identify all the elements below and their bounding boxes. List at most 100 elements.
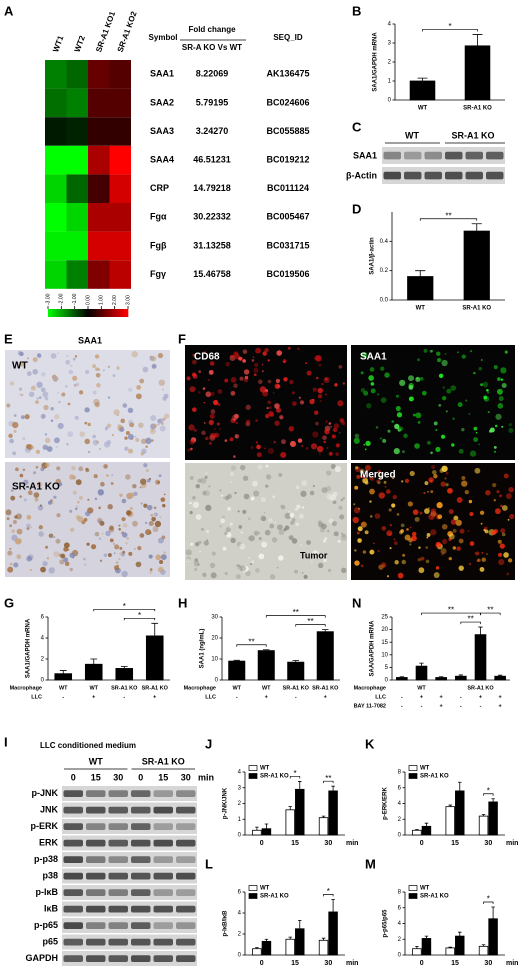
colorbar-step	[88, 309, 91, 317]
blot-band	[63, 856, 83, 863]
micrograph-texture	[151, 363, 157, 369]
bar	[316, 631, 334, 681]
micrograph-texture	[369, 488, 375, 495]
x-tick-label: -	[401, 694, 403, 700]
blot-background	[62, 852, 197, 867]
blot-band	[86, 823, 106, 830]
micrograph-texture	[72, 490, 77, 495]
colorbar-step	[80, 309, 83, 317]
micrograph-texture	[59, 559, 65, 565]
micrograph-texture	[192, 496, 196, 500]
micrograph-texture	[420, 556, 425, 561]
micrograph-texture	[144, 521, 148, 525]
y-tick-label: 0	[41, 678, 45, 684]
micrograph-texture	[430, 529, 437, 536]
micrograph-texture	[57, 352, 59, 355]
micrograph	[185, 463, 347, 580]
bar	[435, 677, 447, 681]
micrograph-texture	[63, 546, 69, 552]
micrograph-texture	[22, 437, 26, 441]
micrograph-texture	[481, 557, 486, 562]
micrograph-texture	[230, 354, 234, 359]
micrograph-texture	[86, 542, 90, 546]
bar	[54, 673, 73, 681]
colorbar-step	[52, 309, 55, 317]
micrograph-texture	[26, 523, 31, 529]
micrograph-texture	[159, 425, 166, 432]
micrograph-texture	[450, 385, 457, 391]
micrograph-texture	[69, 474, 75, 480]
micrograph-texture	[230, 465, 236, 471]
micrograph-texture	[423, 491, 426, 495]
micrograph-texture	[461, 354, 466, 359]
error-bar	[491, 906, 495, 919]
blot-band	[176, 839, 196, 847]
x-tick-label: 30	[324, 960, 332, 967]
micrograph-texture	[468, 562, 472, 566]
micrograph-texture	[106, 423, 112, 428]
micrograph-texture	[467, 529, 470, 533]
y-tick-label: 0	[215, 678, 219, 684]
micrograph-texture	[248, 557, 251, 559]
blot-band	[108, 955, 128, 962]
micrograph-texture	[415, 376, 421, 382]
micrograph-texture	[25, 444, 31, 450]
x-tick-label: SR-A1 KO	[462, 306, 491, 312]
gene-symbol: SAA2	[150, 97, 174, 107]
protein-label: p-ERK	[31, 821, 59, 831]
micrograph-texture	[153, 512, 159, 517]
heatmap-cell	[45, 203, 67, 232]
micrograph-texture	[129, 422, 135, 428]
micrograph-texture	[492, 530, 497, 535]
micrograph-texture	[92, 390, 97, 395]
micrograph-texture	[353, 503, 356, 506]
micrograph-texture	[324, 537, 327, 540]
colorbar-step	[106, 309, 109, 317]
blot-band	[131, 872, 151, 880]
micrograph-texture	[79, 495, 83, 500]
micrograph-texture	[456, 546, 461, 551]
micrograph-texture	[185, 549, 192, 556]
micrograph-texture	[210, 409, 216, 414]
micrograph-texture	[33, 471, 37, 475]
micrograph-texture	[139, 533, 145, 538]
micrograph-texture	[202, 572, 207, 577]
micrograph-texture	[489, 427, 495, 433]
micrograph-texture	[118, 524, 121, 527]
micrograph-texture	[224, 531, 228, 536]
colorbar-tick-label: -2.00	[59, 293, 65, 305]
x-tick-label: -	[295, 694, 297, 700]
x-tick-label: SR-A1 KO	[111, 685, 138, 691]
y-tick-label: 0	[388, 98, 392, 104]
micrograph-texture	[333, 531, 339, 537]
micrograph-texture	[87, 498, 90, 501]
heatmap-cell	[109, 88, 131, 118]
x-tick-label: +	[440, 703, 443, 709]
micrograph-texture	[382, 438, 387, 443]
micrograph-texture	[408, 385, 414, 390]
colorbar-step	[60, 309, 63, 317]
x-tick-label: -	[480, 703, 482, 709]
micrograph-texture	[67, 431, 74, 437]
bar	[407, 276, 434, 301]
panel-label: K	[365, 736, 375, 751]
micrograph-texture	[418, 546, 421, 549]
micrograph-texture	[149, 428, 156, 435]
micrograph-texture	[315, 421, 319, 426]
micrograph-texture	[149, 570, 153, 574]
y-tick-label: 0	[398, 953, 402, 959]
micrograph-texture	[192, 373, 198, 379]
blot-band	[131, 856, 151, 863]
legend-swatch	[408, 893, 418, 899]
micrograph-texture	[438, 404, 442, 407]
micrograph-texture	[53, 495, 57, 499]
micrograph-texture	[13, 414, 17, 417]
colorbar-step	[66, 309, 69, 317]
micrograph-texture	[35, 400, 39, 404]
micrograph-texture	[101, 532, 104, 535]
error-bar	[321, 937, 326, 941]
micrograph-texture	[189, 475, 194, 480]
micrograph-texture	[19, 361, 25, 367]
error-bar	[90, 658, 98, 665]
micrograph-texture	[357, 538, 362, 543]
